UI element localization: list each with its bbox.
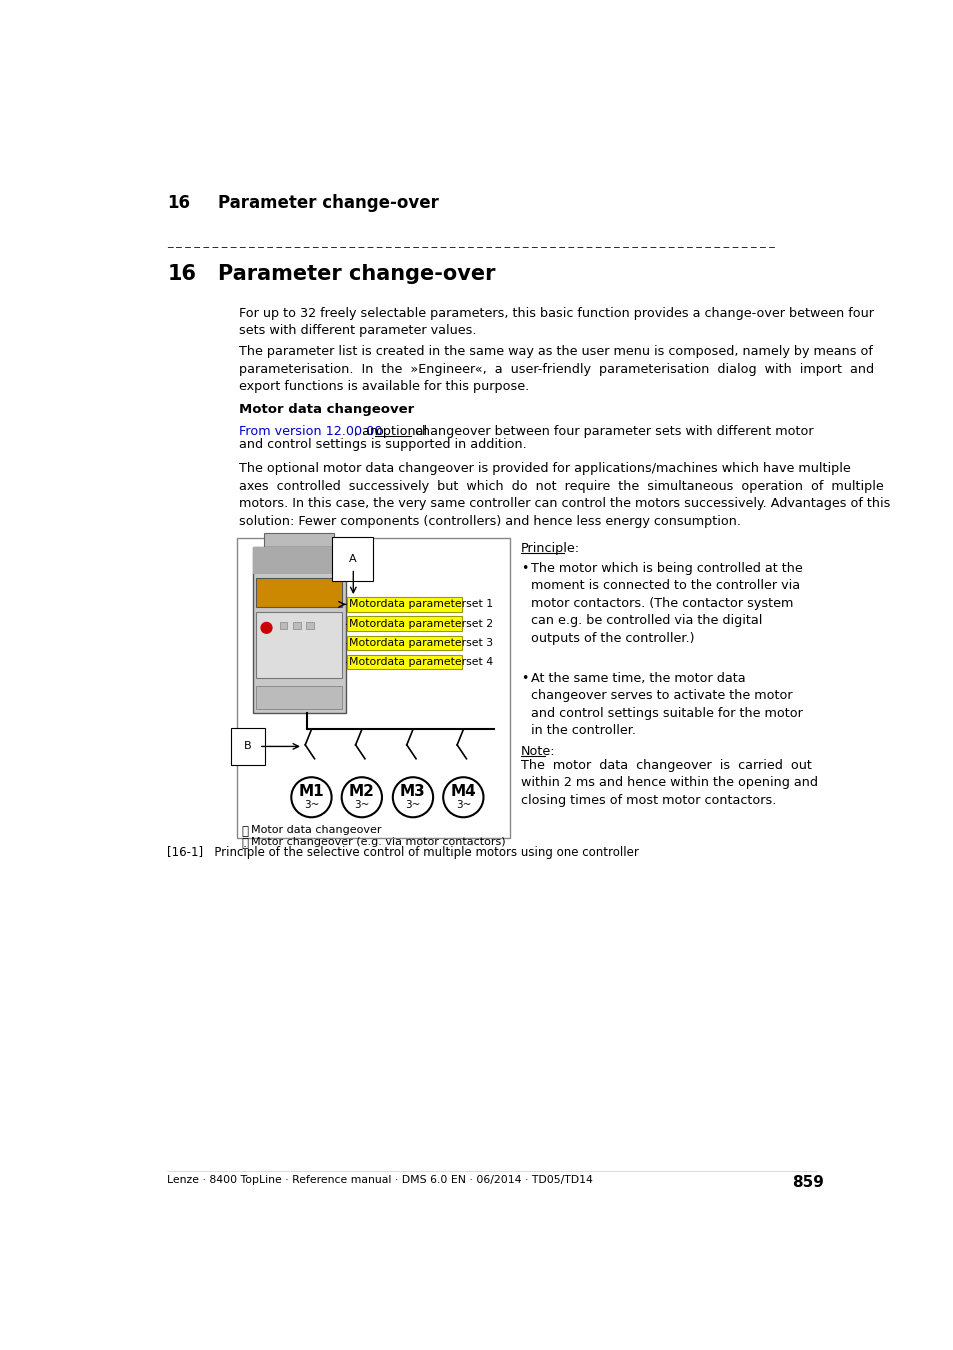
Text: changeover between four parameter sets with different motor: changeover between four parameter sets w… bbox=[410, 425, 812, 439]
FancyBboxPatch shape bbox=[253, 547, 345, 713]
FancyBboxPatch shape bbox=[255, 613, 342, 678]
Text: Parameter change-over: Parameter change-over bbox=[217, 194, 438, 212]
Text: B: B bbox=[244, 741, 252, 752]
FancyBboxPatch shape bbox=[255, 578, 342, 608]
Text: For up to 32 freely selectable parameters, this basic function provides a change: For up to 32 freely selectable parameter… bbox=[239, 306, 874, 338]
Text: 16: 16 bbox=[167, 194, 190, 212]
Text: _ _ _ _ _ _ _ _ _ _ _ _ _ _ _ _ _ _ _ _ _ _ _ _ _ _ _ _ _ _ _ _ _ _ _ _ _ _ _ _ : _ _ _ _ _ _ _ _ _ _ _ _ _ _ _ _ _ _ _ _ … bbox=[167, 238, 775, 247]
Text: optional: optional bbox=[375, 425, 427, 439]
Text: 3~: 3~ bbox=[405, 801, 420, 810]
Circle shape bbox=[341, 778, 381, 817]
Text: [16-1]   Principle of the selective control of multiple motors using one control: [16-1] Principle of the selective contro… bbox=[167, 845, 639, 859]
Text: •: • bbox=[520, 672, 528, 684]
Text: M1: M1 bbox=[298, 784, 324, 799]
Text: , an: , an bbox=[354, 425, 382, 439]
Circle shape bbox=[393, 778, 433, 817]
Text: 3~: 3~ bbox=[303, 801, 319, 810]
FancyBboxPatch shape bbox=[236, 537, 509, 838]
FancyBboxPatch shape bbox=[347, 655, 461, 670]
Text: Parameter change-over: Parameter change-over bbox=[217, 263, 495, 284]
Text: Principle:: Principle: bbox=[520, 543, 579, 555]
Text: M2: M2 bbox=[349, 784, 375, 799]
FancyBboxPatch shape bbox=[264, 533, 334, 547]
Text: Motordata parameterset 2: Motordata parameterset 2 bbox=[349, 618, 493, 629]
Text: M3: M3 bbox=[399, 784, 425, 799]
Text: M4: M4 bbox=[450, 784, 476, 799]
Text: At the same time, the motor data
changeover serves to activate the motor
and con: At the same time, the motor data changeo… bbox=[530, 672, 801, 737]
Text: ⒠: ⒠ bbox=[241, 825, 248, 838]
FancyBboxPatch shape bbox=[293, 622, 300, 629]
Text: and control settings is supported in addition.: and control settings is supported in add… bbox=[239, 437, 527, 451]
FancyBboxPatch shape bbox=[347, 636, 461, 651]
Text: 3~: 3~ bbox=[456, 801, 471, 810]
Circle shape bbox=[291, 778, 332, 817]
Text: From version 12.00.00: From version 12.00.00 bbox=[239, 425, 382, 439]
FancyBboxPatch shape bbox=[253, 547, 345, 574]
FancyBboxPatch shape bbox=[347, 597, 461, 612]
Text: 859: 859 bbox=[792, 1174, 823, 1189]
Text: 3~: 3~ bbox=[354, 801, 369, 810]
Text: •: • bbox=[520, 562, 528, 575]
Text: The  motor  data  changeover  is  carried  out
within 2 ms and hence within the : The motor data changeover is carried out… bbox=[520, 759, 817, 807]
Text: Motordata parameterset 1: Motordata parameterset 1 bbox=[349, 599, 493, 609]
Text: 16: 16 bbox=[167, 263, 196, 284]
Text: ⒱: ⒱ bbox=[241, 837, 248, 850]
Text: The parameter list is created in the same way as the user menu is composed, name: The parameter list is created in the sam… bbox=[239, 346, 874, 393]
Text: Motor data changeover: Motor data changeover bbox=[251, 825, 381, 834]
Text: A: A bbox=[348, 554, 355, 564]
Text: Motor data changeover: Motor data changeover bbox=[239, 404, 415, 416]
FancyBboxPatch shape bbox=[255, 686, 342, 709]
Text: The optional motor data changeover is provided for applications/machines which h: The optional motor data changeover is pr… bbox=[239, 462, 890, 528]
FancyBboxPatch shape bbox=[306, 622, 314, 629]
Text: Motordata parameterset 4: Motordata parameterset 4 bbox=[349, 657, 493, 667]
FancyBboxPatch shape bbox=[347, 617, 461, 630]
FancyBboxPatch shape bbox=[279, 622, 287, 629]
Text: Note:: Note: bbox=[520, 745, 555, 757]
Circle shape bbox=[261, 622, 272, 633]
Text: Motordata parameterset 3: Motordata parameterset 3 bbox=[349, 637, 493, 648]
Text: Lenze · 8400 TopLine · Reference manual · DMS 6.0 EN · 06/2014 · TD05/TD14: Lenze · 8400 TopLine · Reference manual … bbox=[167, 1174, 593, 1184]
Text: Motor changeover (e.g. via motor contactors): Motor changeover (e.g. via motor contact… bbox=[251, 837, 505, 848]
Circle shape bbox=[443, 778, 483, 817]
Text: The motor which is being controlled at the
moment is connected to the controller: The motor which is being controlled at t… bbox=[530, 562, 801, 645]
